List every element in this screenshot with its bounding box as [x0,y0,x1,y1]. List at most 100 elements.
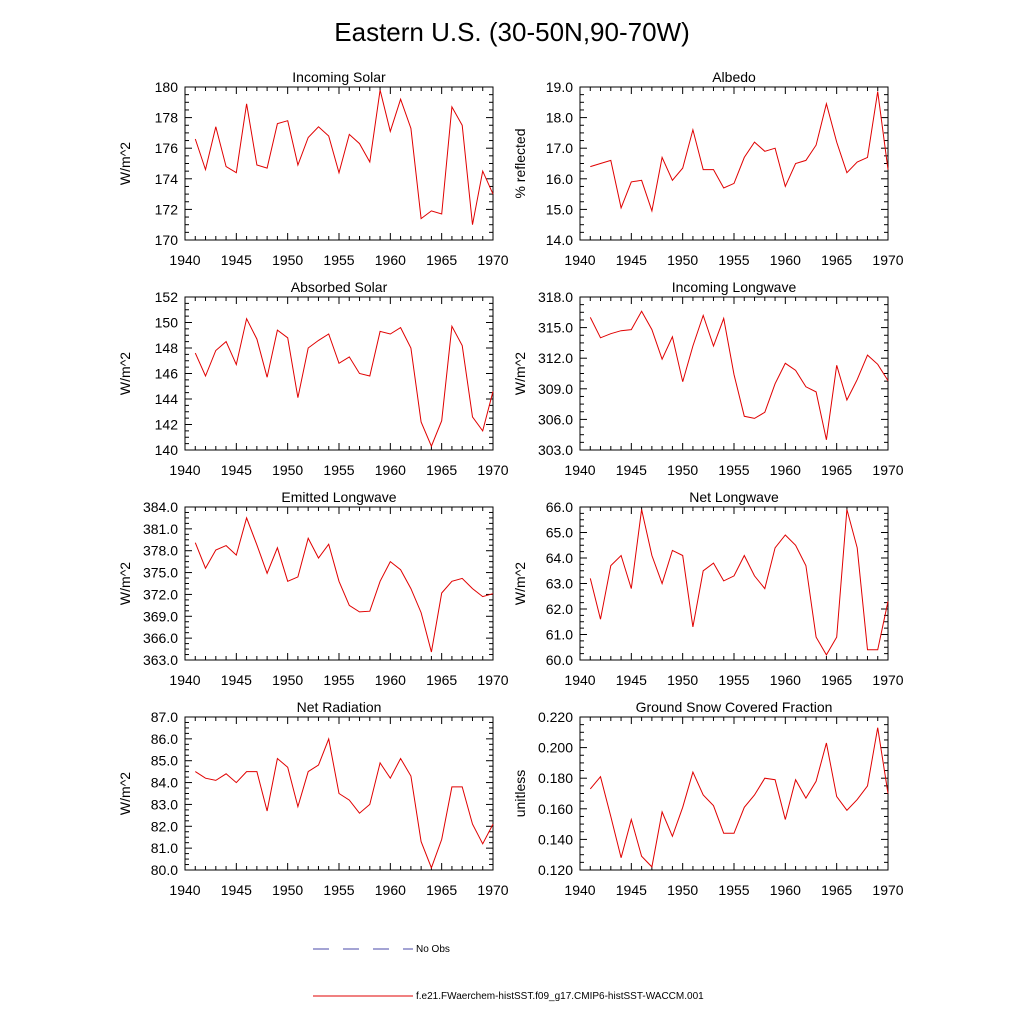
series-line [589,509,889,656]
y-tick-label: 363.0 [143,652,178,668]
y-tick-label: 146 [155,366,179,382]
x-tick-label: 1965 [821,252,852,268]
chart-title: Albedo [712,69,756,85]
chart-panel-7: Ground Snow Covered Fraction unitless 1940… [512,699,904,898]
x-tick-label: 1940 [564,672,595,688]
y-tick-label: 150 [155,315,179,331]
x-tick-label: 1945 [616,462,647,478]
y-tick-label: 66.0 [546,499,573,515]
x-tick-label: 1940 [564,462,595,478]
x-tick-label: 1960 [375,462,406,478]
y-tick-label: 0.220 [538,709,573,725]
x-tick-label: 1940 [169,882,200,898]
y-axis-label: W/m^2 [512,562,528,605]
x-tick-label: 1955 [323,252,354,268]
plot-frame [579,716,889,871]
series-line [194,516,494,653]
series-line [194,317,494,448]
y-tick-label: 366.0 [143,630,178,646]
x-tick-label: 1945 [221,672,252,688]
series-line [194,89,494,225]
y-tick-label: 384.0 [143,499,178,515]
y-axis-label: W/m^2 [117,562,133,605]
x-tick-label: 1950 [667,252,698,268]
x-tick-label: 1965 [426,462,457,478]
x-tick-label: 1970 [872,462,903,478]
x-tick-label: 1955 [718,462,749,478]
x-tick-label: 1970 [477,252,508,268]
y-tick-label: 17.0 [546,140,573,156]
y-axis-label: W/m^2 [117,772,133,815]
y-tick-label: 62.0 [546,601,573,617]
x-tick-label: 1955 [323,462,354,478]
y-tick-label: 0.180 [538,770,573,786]
plot-frame [579,86,889,241]
panels-group: Incoming Solar W/m^2 1940 1945 1950 1955 1960 1… [117,69,904,898]
y-tick-label: 86.0 [151,731,178,747]
y-tick-label: 140 [155,442,179,458]
chart-panel-5: Net Longwave W/m^2 1940 1945 1950 1955 1960 196… [512,489,904,688]
x-tick-label: 1960 [770,462,801,478]
y-tick-label: 63.0 [546,576,573,592]
x-tick-label: 1945 [616,882,647,898]
x-tick-label: 1955 [718,882,749,898]
x-tick-label: 1955 [718,672,749,688]
x-tick-label: 1970 [872,672,903,688]
chart-panel-0: Incoming Solar W/m^2 1940 1945 1950 1955 1960 1… [117,69,509,268]
y-tick-label: 0.160 [538,801,573,817]
x-tick-label: 1960 [770,672,801,688]
y-tick-label: 85.0 [151,753,178,769]
x-tick-label: 1965 [426,882,457,898]
y-tick-label: 381.0 [143,521,178,537]
y-tick-label: 372.0 [143,586,178,602]
y-tick-label: 369.0 [143,608,178,624]
plot-frame [579,506,889,661]
y-tick-label: 19.0 [546,79,573,95]
y-tick-label: 60.0 [546,652,573,668]
x-tick-label: 1945 [221,252,252,268]
y-tick-label: 315.0 [538,320,573,336]
y-axis-label: % reflected [512,128,528,198]
x-tick-label: 1960 [770,882,801,898]
y-tick-label: 172 [155,201,179,217]
chart-title: Incoming Solar [292,69,386,85]
x-tick-label: 1940 [169,252,200,268]
y-tick-label: 14.0 [546,232,573,248]
x-tick-label: 1970 [477,882,508,898]
y-tick-label: 61.0 [546,627,573,643]
chart-panel-2: Absorbed Solar W/m^2 1940 1945 1950 1955 1960 1… [117,279,509,478]
y-tick-label: 0.140 [538,831,573,847]
x-tick-label: 1950 [667,672,698,688]
x-tick-label: 1950 [272,882,303,898]
y-tick-label: 144 [155,391,179,407]
y-tick-label: 15.0 [546,201,573,217]
chart-title: Emitted Longwave [281,489,396,505]
x-tick-label: 1955 [323,882,354,898]
y-tick-label: 82.0 [151,818,178,834]
x-tick-label: 1950 [272,462,303,478]
x-tick-label: 1960 [770,252,801,268]
x-tick-label: 1955 [323,672,354,688]
y-tick-label: 378.0 [143,543,178,559]
figure-title: Eastern U.S. (30-50N,90-70W) [334,17,689,47]
x-tick-label: 1940 [564,252,595,268]
y-tick-label: 303.0 [538,442,573,458]
y-tick-label: 178 [155,110,179,126]
plot-frame [184,506,494,661]
x-tick-label: 1960 [375,882,406,898]
y-tick-label: 65.0 [546,525,573,541]
chart-panel-3: Incoming Longwave W/m^2 1940 1945 1950 1955 19… [512,279,904,478]
x-tick-label: 1965 [821,672,852,688]
series-line [589,727,889,868]
legend-no-obs-label: No Obs [416,944,450,955]
y-tick-label: 309.0 [538,381,573,397]
x-tick-label: 1945 [616,252,647,268]
x-tick-label: 1970 [477,462,508,478]
chart-panel-6: Net Radiation W/m^2 1940 1945 1950 1955 1960 19… [117,699,509,898]
y-tick-label: 174 [155,171,179,187]
y-tick-label: 64.0 [546,550,573,566]
y-tick-label: 83.0 [151,796,178,812]
y-axis-label: W/m^2 [117,352,133,395]
y-tick-label: 176 [155,140,179,156]
